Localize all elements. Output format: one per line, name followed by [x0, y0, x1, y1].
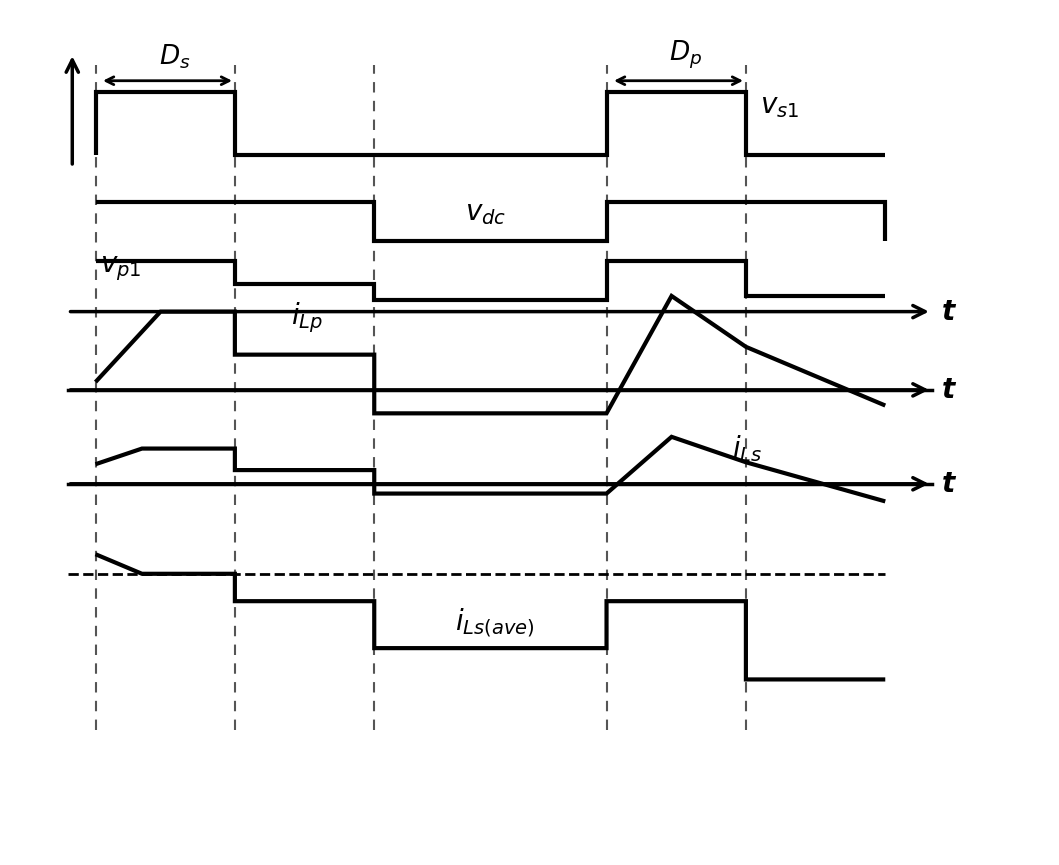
- Text: $\boldsymbol{t}$: $\boldsymbol{t}$: [941, 470, 957, 497]
- Text: $v_{s1}$: $v_{s1}$: [760, 93, 798, 119]
- Text: $\boldsymbol{t}$: $\boldsymbol{t}$: [941, 376, 957, 404]
- Text: $i_{Ls}$: $i_{Ls}$: [732, 433, 762, 464]
- Text: $\boldsymbol{t}$: $\boldsymbol{t}$: [941, 298, 957, 325]
- Text: $i_{Lp}$: $i_{Lp}$: [290, 300, 323, 335]
- Text: $D_p$: $D_p$: [669, 39, 702, 71]
- Text: $v_{dc}$: $v_{dc}$: [465, 201, 506, 227]
- Text: $i_{Ls(ave)}$: $i_{Ls(ave)}$: [455, 606, 535, 639]
- Text: $v_{p1}$: $v_{p1}$: [101, 254, 142, 283]
- Text: $D_s$: $D_s$: [159, 42, 191, 71]
